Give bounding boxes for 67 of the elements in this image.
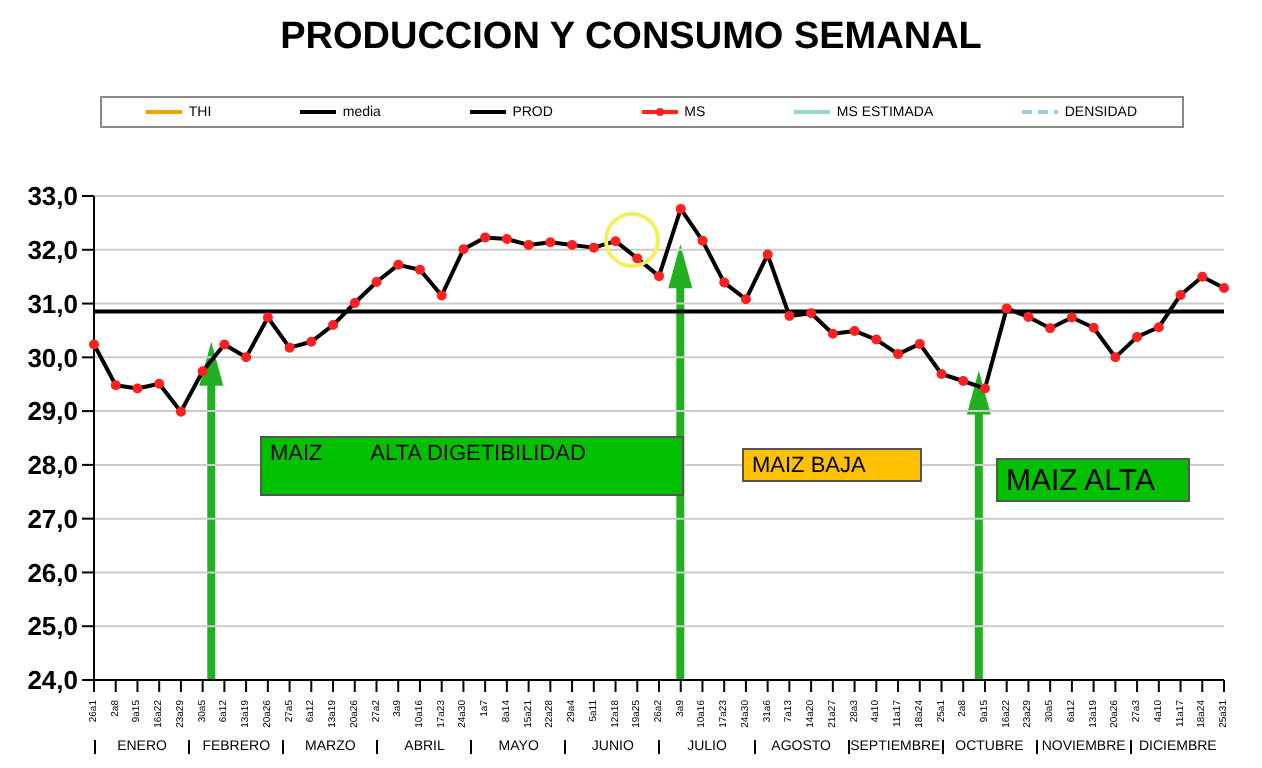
y-tick-label: 29,0 (27, 396, 78, 427)
point (806, 308, 817, 319)
point (697, 235, 708, 246)
point (175, 406, 186, 417)
point (154, 378, 165, 389)
y-tick-label: 32,0 (27, 235, 78, 266)
y-tick-label: 24,0 (27, 665, 78, 696)
point (567, 239, 578, 250)
y-tick-label: 26,0 (27, 557, 78, 588)
text-box: MAIZ BAJA (742, 448, 922, 482)
y-tick-label: 33,0 (27, 181, 78, 212)
point (675, 203, 686, 214)
chart-title: PRODUCCION Y CONSUMO SEMANAL (278, 16, 984, 60)
point (740, 294, 751, 305)
point (1219, 282, 1229, 293)
point (480, 232, 491, 243)
y-tick-label: 27,0 (27, 503, 78, 534)
point (371, 277, 382, 288)
point (610, 236, 621, 247)
point (393, 259, 404, 270)
point (1175, 289, 1186, 300)
point (1197, 271, 1208, 282)
point (719, 277, 730, 288)
point (849, 325, 860, 336)
point (1023, 312, 1034, 322)
point (958, 376, 969, 386)
point (979, 383, 990, 394)
point (501, 234, 512, 245)
point (914, 338, 925, 349)
point (241, 352, 252, 363)
point (262, 312, 273, 323)
point (1088, 322, 1099, 333)
point (132, 383, 143, 394)
point (588, 242, 599, 253)
point (219, 339, 230, 350)
point (827, 328, 838, 339)
point (523, 239, 534, 250)
point (762, 249, 773, 260)
y-tick-label: 30,0 (27, 342, 78, 373)
point (414, 264, 425, 275)
point (1045, 323, 1056, 334)
point (1153, 322, 1164, 333)
point (306, 336, 317, 347)
point (328, 320, 339, 331)
y-tick-label: 31,0 (27, 288, 78, 319)
point (545, 237, 556, 248)
point (632, 253, 643, 264)
point (893, 349, 904, 360)
point (1066, 312, 1077, 323)
point (936, 369, 947, 379)
text-box: MAIZ ALTA (996, 458, 1190, 502)
point (197, 366, 208, 377)
text-box: MAIZ ALTA DIGETIBILIDAD (260, 436, 684, 496)
point (1132, 331, 1143, 342)
point (436, 290, 447, 301)
point (458, 244, 469, 255)
point (349, 298, 360, 309)
point (1110, 352, 1121, 363)
point (1001, 303, 1012, 314)
point (784, 310, 795, 321)
point (89, 339, 99, 350)
point (871, 334, 882, 345)
y-tick-label: 28,0 (27, 450, 78, 481)
point (284, 342, 295, 353)
y-tick-label: 25,0 (27, 611, 78, 642)
point (110, 380, 121, 391)
point (654, 271, 664, 282)
